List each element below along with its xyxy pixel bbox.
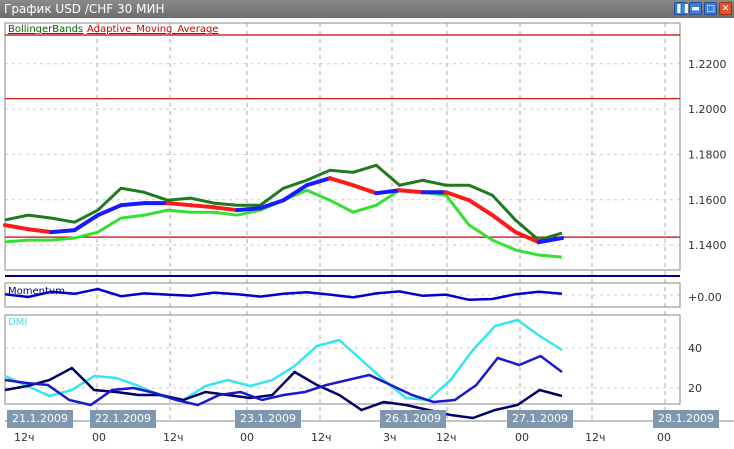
- ama-segment: [351, 183, 379, 196]
- price-tick-label: 1.2200: [688, 58, 727, 71]
- price-tick-label: 1.2000: [688, 103, 727, 116]
- momentum-tick: +0.00: [688, 291, 722, 304]
- ama-segment: [443, 190, 472, 203]
- momentum-label: Momentum: [8, 286, 65, 297]
- close-icon[interactable]: ✕: [719, 2, 732, 15]
- price-tick-label: 1.1600: [688, 194, 727, 207]
- ama-segment: [513, 230, 541, 245]
- ama-segment: [490, 213, 518, 235]
- ama-segment: [165, 201, 193, 208]
- ama-segment: [211, 205, 240, 213]
- pause-icon[interactable]: ❚❚: [674, 2, 691, 15]
- hour-label: 3ч: [383, 431, 397, 444]
- hour-label: 12ч: [14, 431, 35, 444]
- hour-label: 00: [240, 431, 254, 444]
- ama-segment: [26, 227, 54, 235]
- date-label: 27.1.2009: [507, 410, 573, 428]
- ama-segment: [3, 223, 31, 232]
- legend-bollinger: BollingerBands: [8, 24, 83, 35]
- dmi-line-0: [4, 318, 563, 402]
- hour-label: 00: [92, 431, 106, 444]
- ama-segment: [49, 228, 77, 235]
- ama-segment: [467, 198, 495, 218]
- date-label: 23.1.2009: [235, 410, 301, 428]
- ama-segment: [397, 188, 425, 195]
- dmi-panel: [4, 314, 681, 405]
- hour-label: 00: [657, 431, 671, 444]
- momentum-line: [4, 287, 563, 302]
- price-tick-label: 1.1400: [688, 239, 727, 252]
- maximize-icon[interactable]: □: [704, 2, 717, 15]
- upper-band-line: [4, 163, 563, 242]
- ama-segment: [536, 236, 564, 245]
- price-panel: [4, 22, 681, 271]
- window-title: График USD /CHF 30 МИН: [4, 2, 165, 16]
- hour-label: 00: [515, 431, 529, 444]
- date-label: 22.1.2009: [90, 410, 156, 428]
- dmi-line-1: [4, 366, 563, 420]
- ama-segment: [119, 201, 147, 208]
- ama-segment: [374, 188, 402, 196]
- minimize-icon[interactable]: ▬: [689, 2, 702, 15]
- ama-segment: [258, 198, 286, 211]
- price-tick-label: 1.1800: [688, 148, 727, 161]
- ama-segment: [327, 176, 356, 188]
- legend-ama: Adaptive_Moving_Average: [87, 24, 218, 35]
- ama-segment: [188, 203, 216, 210]
- chart-area[interactable]: 1.2200 1.2000 1.1800 1.1600 1.1400 40 20 Bolli…: [0, 18, 734, 449]
- dmi-tick-label: 40: [688, 342, 702, 355]
- ama-segment: [72, 213, 100, 233]
- ama-segment: [304, 176, 332, 188]
- window-title-bar: График USD /CHF 30 МИН ❚❚ ▬ □ ✕: [0, 0, 734, 18]
- date-label: 21.1.2009: [7, 410, 73, 428]
- hour-label: 12ч: [585, 431, 606, 444]
- dmi-tick-label: 20: [688, 382, 702, 395]
- date-label: 28.1.2009: [653, 410, 719, 428]
- date-label: 26.1.2009: [380, 410, 446, 428]
- dmi-label: DMI: [8, 317, 27, 328]
- dmi-line-2: [4, 354, 563, 407]
- hour-label: 12ч: [311, 431, 332, 444]
- ama-segment: [235, 206, 263, 213]
- ama-segment: [281, 183, 309, 203]
- hour-label: 12ч: [436, 431, 457, 444]
- ama-segment: [95, 203, 124, 218]
- hour-label: 12ч: [163, 431, 184, 444]
